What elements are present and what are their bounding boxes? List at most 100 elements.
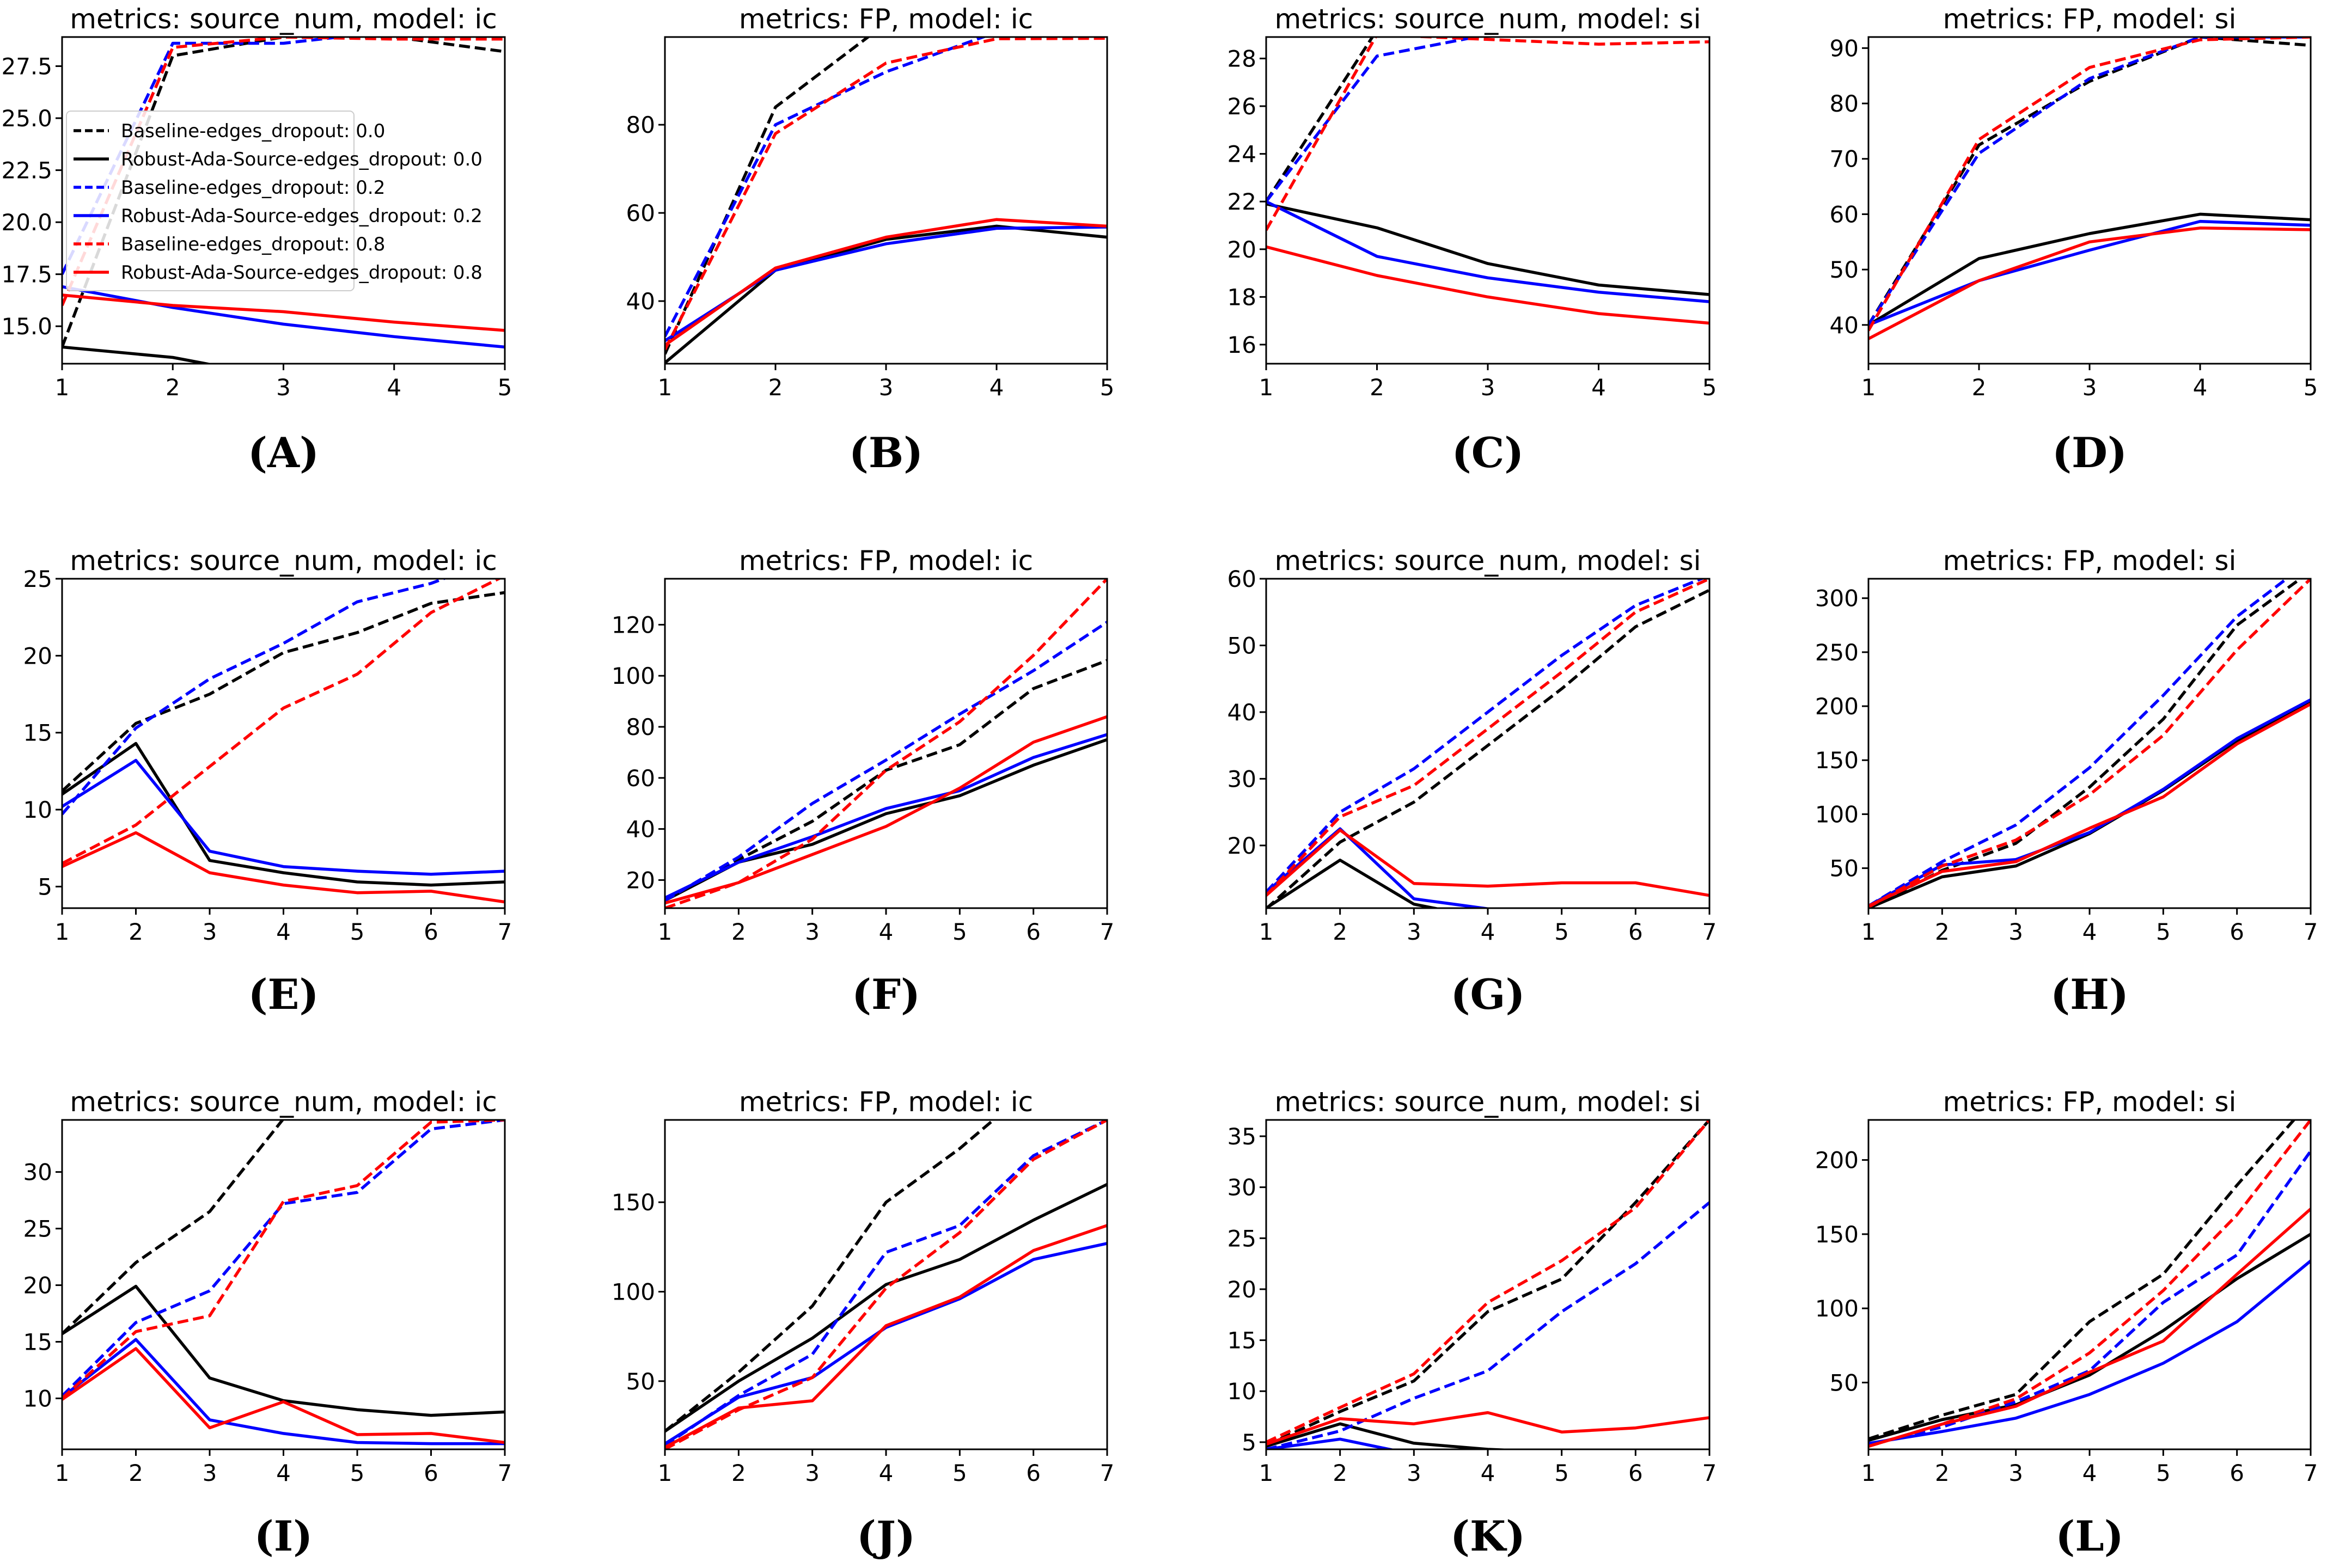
- y-tick-label: 15: [23, 720, 52, 746]
- x-tick-label: 5: [2156, 918, 2171, 945]
- subplot-h: 1 2 3 4 5 6 7 50 100 150 200 250 300 metrics: FP, mod…: [1815, 545, 2318, 1019]
- y-tick-label: 15.0: [1, 313, 52, 340]
- y-tick-label: 200: [1815, 1147, 1859, 1174]
- x-tick-label: 1: [1861, 1460, 1876, 1486]
- series-line-3: [1266, 37, 1483, 203]
- subplot-title: metrics: source_num, model: ic: [70, 545, 497, 577]
- x-tick-label: 1: [55, 1460, 70, 1486]
- subplot-title: metrics: source_num, model: ic: [70, 3, 497, 35]
- legend-label: Robust-Ada-Source-edges_dropout: 0.8: [121, 262, 482, 284]
- series-line-2: [62, 1284, 505, 1417]
- series-line-4: [1868, 219, 2311, 327]
- subplot-i: 1 2 3 4 5 6 7 10 15 20 25 30 metrics: source_num, mo…: [23, 1086, 512, 1560]
- y-tick-label: 20: [23, 642, 52, 669]
- y-tick-label: 100: [612, 1278, 655, 1305]
- x-tick-label: 3: [1407, 918, 1421, 945]
- x-tick-label: 5: [350, 1460, 365, 1486]
- series-line-5: [1266, 579, 1709, 897]
- subplot-a: 1 2 3 4 5 15.0 17.5 20.0 22.5 25.0 27.5 metrics: so…: [1, 3, 512, 477]
- x-tick-label: 1: [658, 374, 673, 401]
- series-line-3: [1266, 579, 1706, 893]
- x-tick-label: 3: [2008, 918, 2023, 945]
- series-line-3: [1868, 579, 2289, 908]
- y-tick-label: 40: [1830, 312, 1859, 339]
- x-tick-label: 4: [879, 918, 894, 945]
- series-line-4: [62, 285, 505, 349]
- series-line-1: [665, 659, 1107, 902]
- x-tick-label: 2: [731, 918, 746, 945]
- series-line-2: [665, 738, 1107, 902]
- subplot-k: 1 2 3 4 5 6 7 5 10 15 20 25 30 35 metrics: source_num,…: [1227, 1086, 1717, 1560]
- x-tick-label: 1: [1861, 918, 1876, 945]
- series-line-2: [665, 224, 1107, 364]
- series-line-2: [1266, 202, 1709, 296]
- series-line-4: [62, 758, 505, 876]
- x-tick-label: 4: [2193, 374, 2208, 401]
- y-tick-label: 25: [23, 566, 52, 592]
- x-tick-label: 5: [350, 918, 365, 945]
- subplot-c: 1 2 3 4 5 16 18 20 22 24 26 28 metrics: source_num, …: [1227, 3, 1717, 477]
- y-tick-label: 60: [626, 765, 655, 792]
- series-line-6: [62, 1347, 505, 1444]
- series-line-5: [62, 1120, 505, 1400]
- x-tick-label: 7: [1100, 918, 1115, 945]
- series-line-3: [62, 579, 448, 816]
- series-line-1: [665, 37, 871, 355]
- series-line-2: [1868, 212, 2311, 327]
- series-line-1: [1868, 1120, 2296, 1441]
- y-tick-label: 100: [1815, 801, 1859, 828]
- y-tick-label: 50: [626, 1368, 655, 1395]
- y-tick-label: 30: [1227, 765, 1256, 792]
- axes-frame: [1265, 578, 1711, 909]
- series-line-3: [1868, 1150, 2311, 1447]
- x-tick-label: 7: [1702, 1460, 1717, 1486]
- series-line-3: [62, 37, 352, 275]
- series-line-6: [62, 831, 505, 904]
- subplot-l: 1 2 3 4 5 6 7 50 100 150 200 metrics: FP, model: si…: [1815, 1086, 2318, 1560]
- x-tick-label: 2: [1333, 918, 1347, 945]
- y-tick-label: 150: [1815, 1221, 1859, 1248]
- axes-frame: [664, 36, 1108, 365]
- x-tick-label: 3: [805, 1460, 820, 1486]
- x-tick-label: 7: [1100, 1460, 1115, 1486]
- series-line-5: [665, 37, 1107, 351]
- series-line-2: [62, 742, 505, 887]
- x-tick-label: 6: [2230, 1460, 2244, 1486]
- y-tick-label: 20: [23, 1272, 52, 1299]
- x-tick-label: 1: [1259, 918, 1274, 945]
- y-tick-label: 22.5: [1, 157, 52, 184]
- x-tick-label: 2: [1935, 1460, 1950, 1486]
- series-line-6: [665, 218, 1107, 347]
- series-line-4: [1868, 1259, 2311, 1445]
- legend: Baseline-edges_dropout: 0.0 Robust-Ada-So…: [66, 111, 482, 291]
- legend-label: Robust-Ada-Source-edges_dropout: 0.0: [121, 149, 482, 170]
- series-line-5: [1266, 37, 1709, 231]
- x-tick-label: 4: [2082, 1460, 2097, 1486]
- y-tick-label: 16: [1227, 332, 1256, 358]
- y-tick-label: 25: [1227, 1225, 1256, 1252]
- y-tick-label: 80: [1830, 90, 1859, 117]
- x-tick-label: 3: [1407, 1460, 1421, 1486]
- x-tick-label: 1: [658, 1460, 673, 1486]
- y-tick-label: 50: [1830, 855, 1859, 882]
- y-tick-label: 15: [1227, 1327, 1256, 1354]
- y-tick-label: 24: [1227, 141, 1256, 168]
- y-tick-label: 20: [1227, 832, 1256, 859]
- y-tick-label: 100: [612, 663, 655, 689]
- axes-frame: [1867, 578, 2312, 909]
- panel-label: (I): [254, 1512, 313, 1560]
- x-tick-label: 2: [1935, 918, 1950, 945]
- x-tick-label: 6: [424, 1460, 438, 1486]
- series-line-6: [1868, 702, 2311, 908]
- y-tick-label: 60: [1830, 201, 1859, 228]
- x-tick-label: 3: [276, 374, 291, 401]
- x-tick-label: 2: [1333, 1460, 1347, 1486]
- y-tick-label: 300: [1815, 585, 1859, 612]
- axes-frame: [1265, 1119, 1711, 1450]
- series-line-2: [1266, 1422, 1524, 1449]
- y-tick-label: 15: [23, 1328, 52, 1355]
- x-tick-label: 4: [879, 1460, 894, 1486]
- y-tick-label: 40: [626, 816, 655, 843]
- x-tick-label: 2: [731, 1460, 746, 1486]
- panel-label: (A): [248, 428, 319, 477]
